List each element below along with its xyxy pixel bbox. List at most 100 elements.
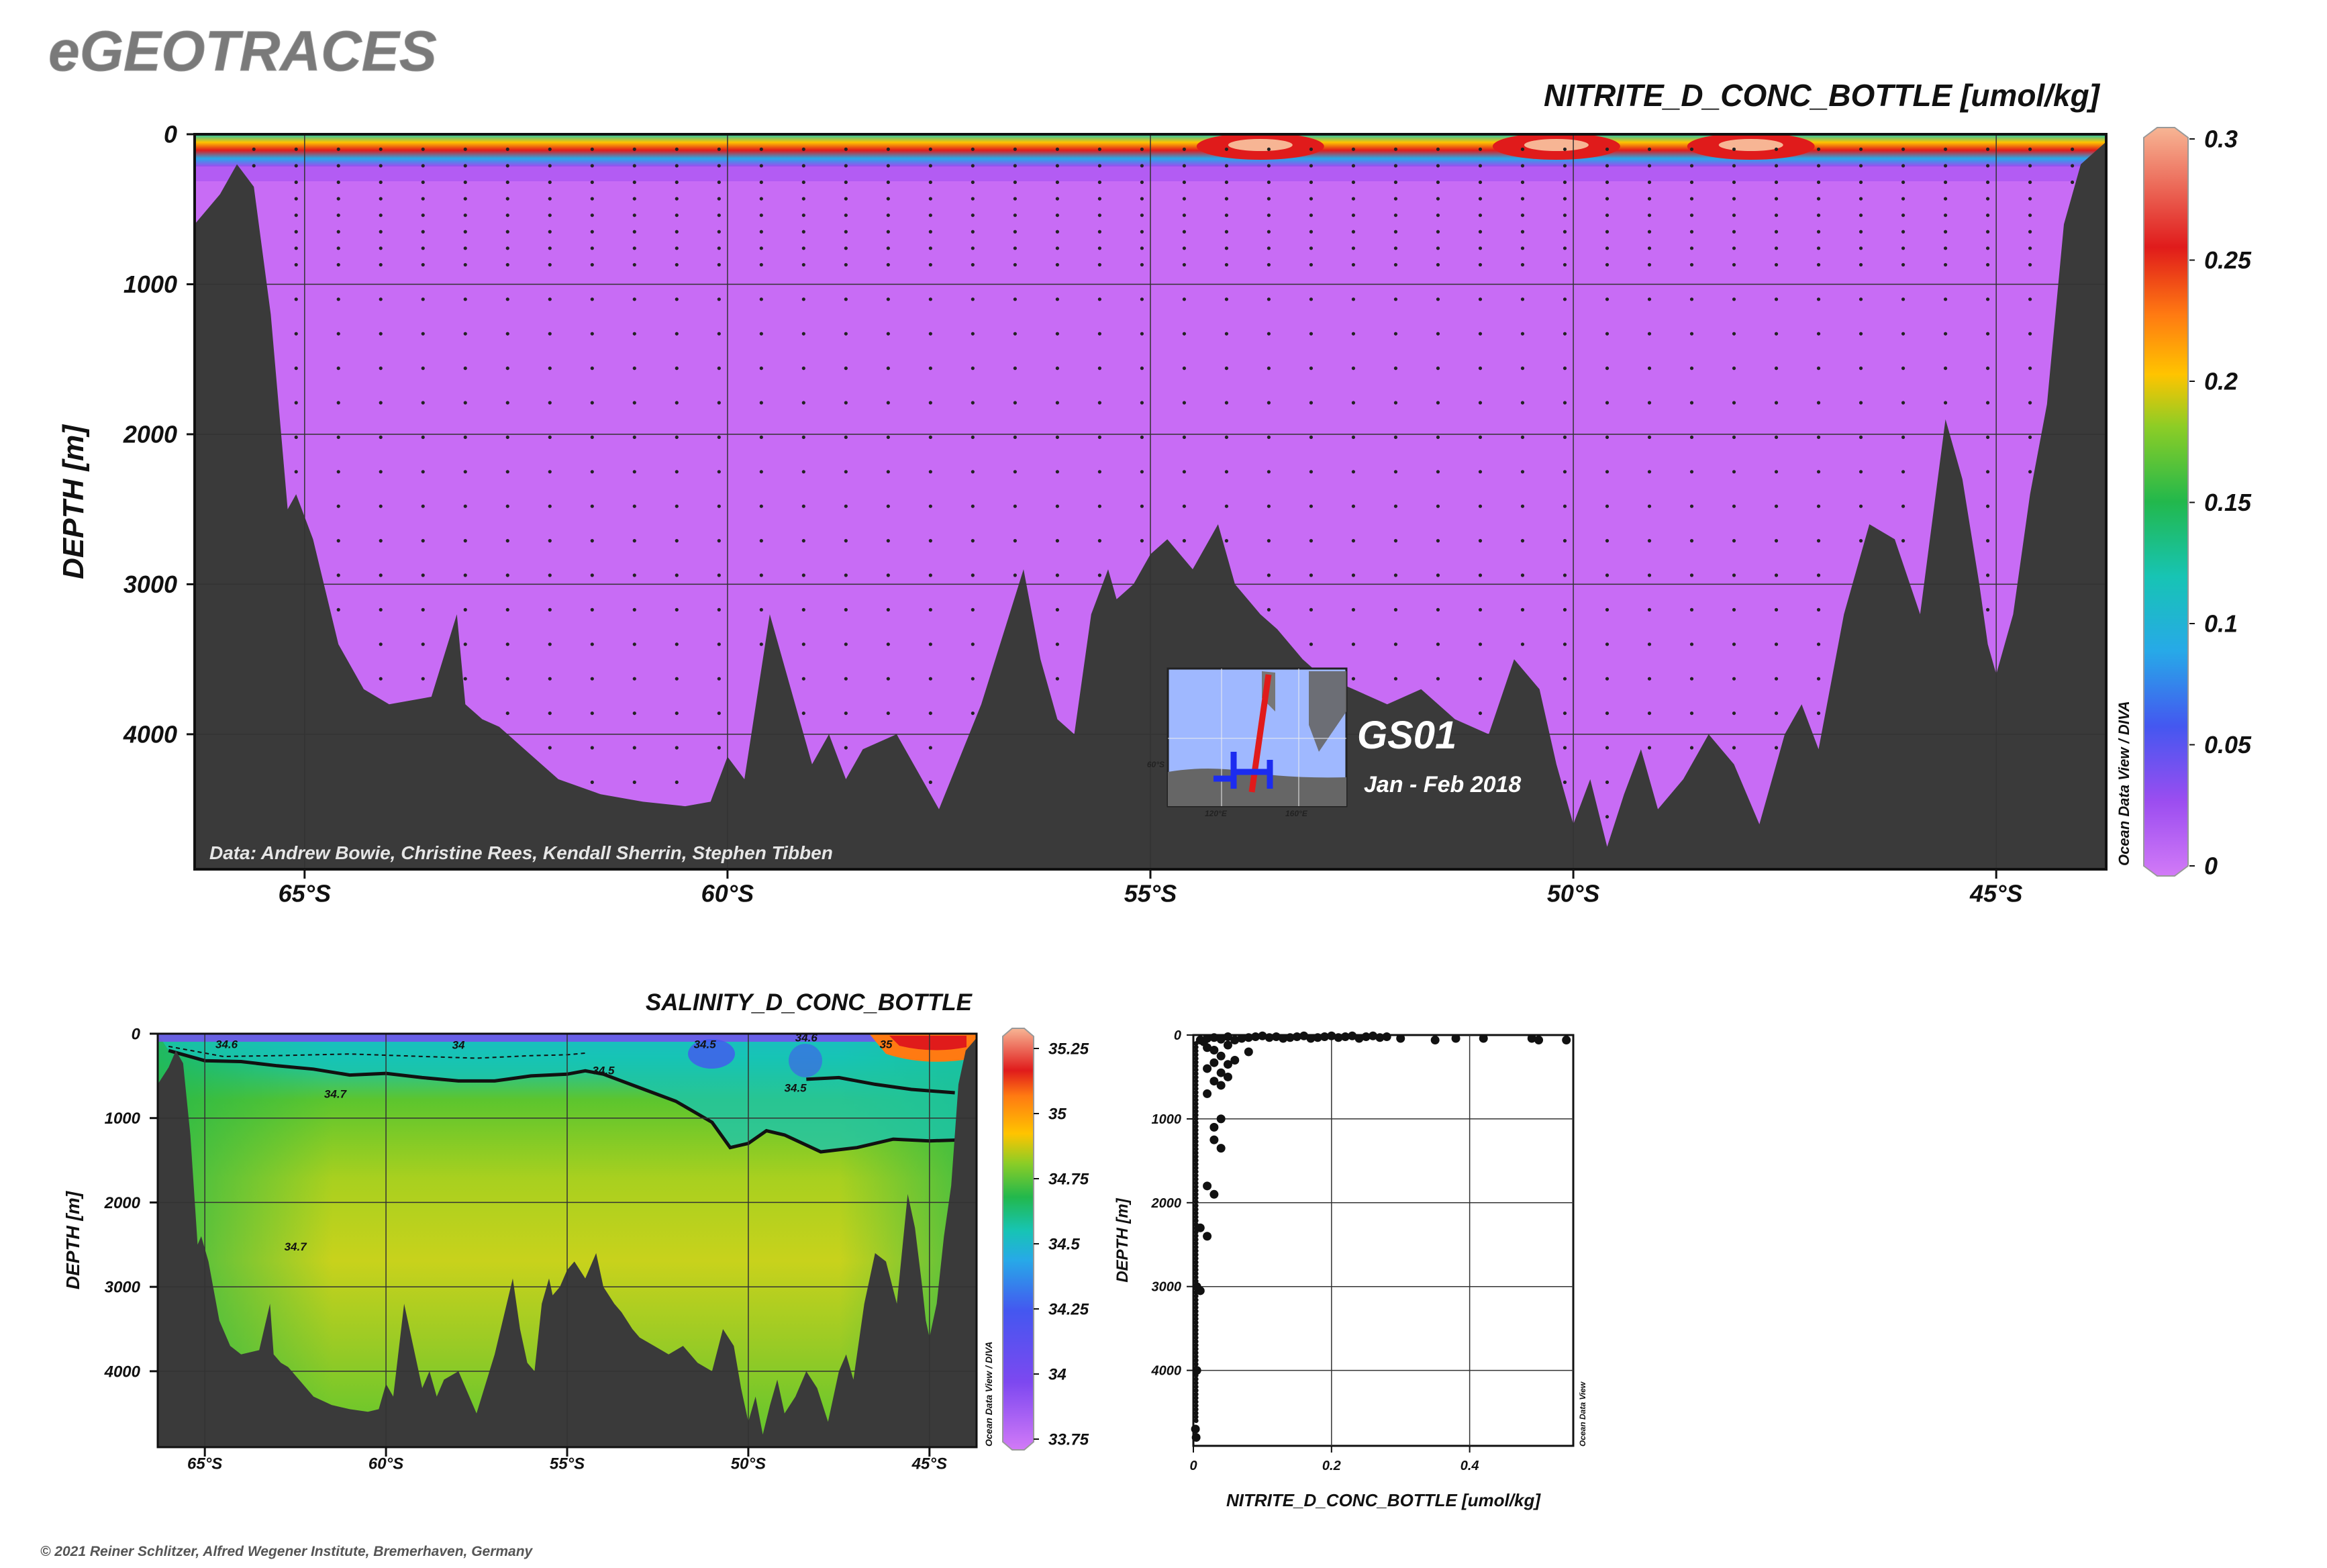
sample-dot bbox=[675, 607, 679, 611]
x-axis-label: NITRITE_D_CONC_BOTTLE [umol/kg] bbox=[1226, 1490, 1541, 1510]
sample-dot bbox=[1097, 539, 1101, 543]
scatter-point bbox=[1375, 1033, 1385, 1042]
sample-dot bbox=[548, 246, 552, 250]
sample-dot bbox=[1774, 573, 1779, 577]
sample-dot bbox=[675, 573, 679, 577]
sample-dot bbox=[1563, 366, 1567, 371]
sample-dot bbox=[590, 573, 594, 577]
scatter-point bbox=[1193, 1075, 1199, 1080]
sample-dot bbox=[717, 147, 721, 151]
sample-dot bbox=[421, 180, 425, 185]
scatter-point bbox=[1193, 1063, 1199, 1069]
contour-label: 34 bbox=[452, 1039, 465, 1052]
sample-dot bbox=[1140, 197, 1144, 201]
sample-dot bbox=[1859, 213, 1863, 217]
y-tick-label: 1000 bbox=[123, 271, 177, 298]
sample-dot bbox=[2028, 147, 2032, 151]
sample-dot bbox=[886, 642, 890, 646]
sample-dot bbox=[1732, 297, 1736, 301]
sample-dot bbox=[759, 230, 763, 234]
sample-dot bbox=[1140, 539, 1144, 543]
scatter-point bbox=[1348, 1031, 1357, 1040]
sample-dot bbox=[801, 366, 805, 371]
scatter-point bbox=[1203, 1064, 1212, 1073]
sample-dot bbox=[421, 470, 425, 474]
scatter-point bbox=[1193, 1124, 1199, 1129]
sample-dot bbox=[1774, 262, 1779, 267]
sample-dot bbox=[1985, 246, 1990, 250]
sample-dot bbox=[1520, 246, 1525, 250]
sample-dot bbox=[1985, 262, 1990, 267]
sample-dot bbox=[1055, 366, 1059, 371]
sample-dot bbox=[1647, 642, 1652, 646]
y-axis-label: DEPTH [m] bbox=[62, 1190, 83, 1289]
sample-dot bbox=[505, 332, 509, 336]
scatter-point bbox=[1193, 1142, 1199, 1148]
sample-dot bbox=[505, 197, 509, 201]
y-axis-ticks: 0 1000 2000 3000 4000 bbox=[104, 1025, 158, 1381]
sample-dot bbox=[1055, 262, 1059, 267]
sample-dot bbox=[1055, 677, 1059, 681]
grid-lines bbox=[158, 1034, 977, 1447]
sample-dot bbox=[759, 213, 763, 217]
sample-dot bbox=[1985, 180, 1990, 185]
scatter-point bbox=[1193, 1331, 1199, 1336]
sample-dot bbox=[1689, 262, 1694, 267]
scatter-point bbox=[1209, 1033, 1219, 1042]
sample-dot bbox=[844, 180, 848, 185]
y-axis-ticks: 0 1000 2000 3000 4000 bbox=[1151, 1028, 1193, 1379]
sample-dot bbox=[1436, 262, 1440, 267]
sample-dot bbox=[717, 607, 721, 611]
contour-label: 34.7 bbox=[324, 1088, 348, 1101]
sample-dot bbox=[1309, 642, 1314, 646]
sample-dot bbox=[2028, 297, 2032, 301]
sample-dot bbox=[1859, 197, 1863, 201]
sample-dot bbox=[1267, 197, 1271, 201]
sample-dot bbox=[1393, 197, 1398, 201]
sample-dot bbox=[717, 366, 721, 371]
y-tick-label: 2000 bbox=[123, 421, 177, 448]
sample-dot bbox=[1520, 642, 1525, 646]
sample-dot bbox=[1182, 246, 1187, 250]
sample-dot bbox=[294, 147, 298, 151]
sample-dot bbox=[1647, 746, 1652, 750]
sample-dot bbox=[844, 711, 848, 716]
sample-dot bbox=[1563, 230, 1567, 234]
sample-dot bbox=[590, 297, 594, 301]
salinity-upper-water bbox=[158, 1034, 977, 1152]
sample-dot bbox=[336, 147, 340, 151]
sample-dot bbox=[759, 246, 763, 250]
sample-dot bbox=[548, 230, 552, 234]
sample-dot bbox=[548, 213, 552, 217]
sample-dot bbox=[928, 332, 932, 336]
sample-dot bbox=[886, 504, 890, 508]
sample-dot bbox=[379, 470, 383, 474]
x-axis-ticks: 0 0.2 0.4 bbox=[1189, 1446, 1479, 1473]
sample-dot bbox=[1478, 677, 1483, 681]
scatter-point bbox=[1251, 1032, 1260, 1041]
sample-dot bbox=[1140, 147, 1144, 151]
sample-dot bbox=[1985, 401, 1990, 405]
scatter-point bbox=[1306, 1034, 1316, 1043]
scatter-point bbox=[1451, 1034, 1460, 1043]
scatter-point bbox=[1193, 1116, 1199, 1122]
sample-dot bbox=[294, 366, 298, 371]
sample-dot bbox=[379, 197, 383, 201]
sample-dot bbox=[1140, 164, 1144, 168]
sample-dot bbox=[590, 470, 594, 474]
scatter-point bbox=[1216, 1081, 1226, 1090]
sample-dot bbox=[336, 230, 340, 234]
sample-dot bbox=[379, 504, 383, 508]
sample-dot bbox=[1901, 332, 1905, 336]
sample-dot bbox=[548, 539, 552, 543]
sample-dot bbox=[590, 262, 594, 267]
sample-dot bbox=[336, 213, 340, 217]
sample-dot bbox=[801, 573, 805, 577]
sample-dot bbox=[1732, 366, 1736, 371]
sample-dot bbox=[1393, 677, 1398, 681]
sample-dot bbox=[1647, 677, 1652, 681]
sample-dot bbox=[1140, 435, 1144, 440]
sample-dot bbox=[590, 401, 594, 405]
scatter-point bbox=[1193, 1105, 1199, 1110]
salinity-title: SALINITY_D_CONC_BOTTLE bbox=[646, 989, 973, 1016]
